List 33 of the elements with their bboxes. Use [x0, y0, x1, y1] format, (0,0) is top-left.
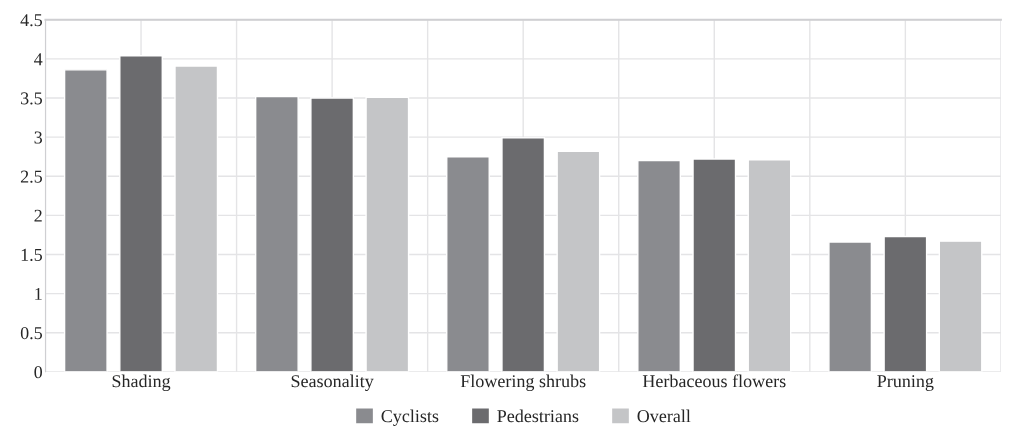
bar — [556, 150, 601, 372]
bar — [119, 55, 163, 372]
y-tick-label: 0 — [34, 366, 43, 379]
bar — [174, 65, 219, 372]
bar — [747, 159, 792, 372]
legend-label: Pedestrians — [497, 409, 579, 423]
bar — [637, 159, 681, 372]
bar — [692, 158, 737, 372]
y-tick-label: 4 — [34, 53, 43, 66]
x-tick-label: Herbaceous flowers — [642, 374, 786, 388]
legend-label: Overall — [637, 409, 691, 423]
y-tick-label: 4.5 — [20, 14, 43, 27]
x-tick-label: Pruning — [877, 375, 934, 391]
y-tick-label: 1 — [35, 287, 42, 300]
bar — [365, 96, 410, 372]
bar — [501, 137, 546, 372]
y-tick-label: 2 — [34, 209, 42, 222]
bar — [63, 69, 108, 372]
bar — [938, 240, 983, 372]
bar — [883, 235, 928, 372]
legend-label: Cyclists — [381, 409, 439, 426]
y-tick-label: 3 — [34, 131, 43, 144]
y-tick-label: 2.5 — [20, 170, 43, 183]
x-tick-label: Flowering shrubs — [460, 374, 586, 391]
x-tick-label: Seasonality — [291, 374, 374, 391]
y-tick-label: 3.5 — [21, 92, 43, 105]
bar — [254, 95, 299, 372]
y-tick-label: 0.5 — [20, 326, 43, 340]
bar — [446, 155, 490, 372]
x-tick-label: Shading — [112, 374, 171, 391]
bar — [310, 97, 355, 372]
bar — [828, 241, 873, 372]
y-tick-label: 1.5 — [21, 248, 43, 261]
